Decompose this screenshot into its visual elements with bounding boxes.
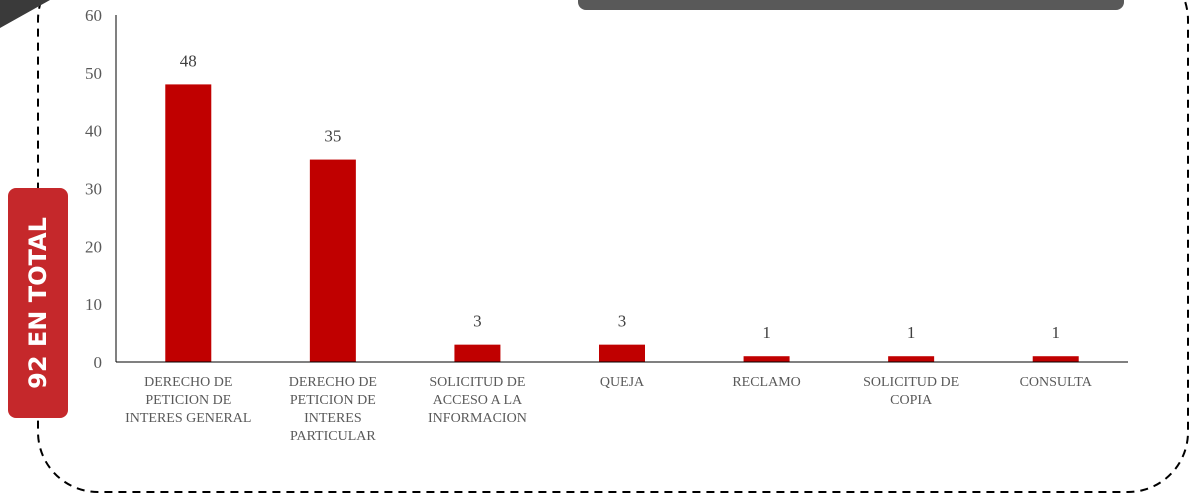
bar xyxy=(888,356,935,362)
y-tick-label: 30 xyxy=(85,180,102,199)
value-label: 3 xyxy=(473,312,482,331)
value-label: 1 xyxy=(762,323,771,342)
y-tick-label: 60 xyxy=(85,6,102,25)
value-label: 35 xyxy=(324,127,341,146)
corner-decoration xyxy=(0,0,50,28)
x-tick-label: DERECHO DE PETICION DE INTERES PARTICULA… xyxy=(288,375,377,444)
bar xyxy=(165,84,212,363)
x-tick-label: CONSULTA xyxy=(1019,375,1092,390)
x-tick-label: QUEJA xyxy=(599,375,645,390)
bar xyxy=(599,344,645,362)
y-tick-label: 40 xyxy=(85,122,102,141)
bar xyxy=(454,344,501,362)
header-bar xyxy=(578,0,1124,10)
bar xyxy=(309,159,356,362)
x-tick-label: SOLICITUD DE ACCESO A LA INFORMACION xyxy=(428,375,527,426)
x-tick-label: DERECHO DE PETICION DE INTERES GENERAL xyxy=(125,375,252,426)
value-label: 48 xyxy=(180,51,197,70)
value-label: 1 xyxy=(907,323,916,342)
bar xyxy=(1032,356,1079,362)
x-tick-label: RECLAMO xyxy=(732,375,801,390)
value-label: 1 xyxy=(1051,323,1060,342)
total-badge: 92 EN TOTAL xyxy=(8,188,68,418)
bar xyxy=(743,356,790,362)
y-tick-label: 50 xyxy=(85,64,102,83)
x-tick-label: SOLICITUD DE COPIA xyxy=(863,375,960,408)
value-label: 3 xyxy=(618,312,627,331)
y-tick-label: 20 xyxy=(85,237,102,256)
y-tick-label: 10 xyxy=(85,295,102,314)
total-label: 92 EN TOTAL xyxy=(24,217,52,389)
y-tick-label: 0 xyxy=(94,353,103,372)
